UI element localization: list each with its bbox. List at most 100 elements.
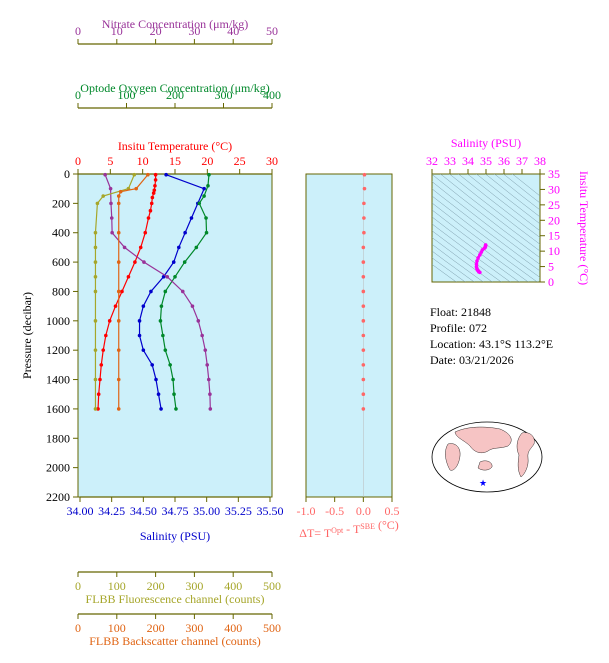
ts-salinity-tick-label: 33: [444, 154, 456, 168]
backscatter-data-point: [116, 201, 121, 206]
oxygen-data-point: [168, 363, 172, 367]
pressure-tick-label: 800: [52, 284, 70, 298]
ts-data-point: [478, 253, 482, 257]
backscatter-tick-label: 200: [147, 621, 165, 635]
oxygen-data-point: [158, 319, 163, 323]
oxygen-data-point: [194, 245, 199, 250]
isopycnal-line: [432, 202, 538, 282]
salinity-data-point: [141, 304, 146, 308]
ts-title: Salinity (PSU): [451, 136, 521, 150]
isopycnal-line: [432, 216, 520, 282]
temperature-data-point: [104, 333, 108, 338]
oxygen-data-point: [197, 201, 202, 206]
isopycnal-line: [493, 174, 540, 211]
salinity-data-point: [154, 377, 158, 382]
temperature-tick-label: 20: [201, 154, 213, 168]
temperature-data-point: [151, 191, 156, 195]
temperature-data-point: [126, 274, 131, 279]
map-land-americas: [516, 432, 535, 478]
temperature-data-point: [138, 245, 143, 250]
temperature-data-point: [143, 230, 148, 235]
isopycnal-line: [457, 174, 540, 238]
profile-date: Date: 03/21/2026: [430, 353, 514, 367]
delta-t-data-point: [362, 172, 367, 177]
ts-data-point: [474, 265, 479, 269]
ts-temperature-tick-label: 30: [548, 182, 560, 196]
salinity-data-point: [164, 172, 168, 177]
nitrate-tick-label: 30: [188, 24, 200, 38]
main-plot-background: [77, 173, 273, 498]
temperature-data-point: [150, 195, 155, 200]
isopycnal-line: [432, 174, 540, 259]
ts-salinity-tick-label: 37: [516, 154, 528, 168]
nitrate-tick-label: 50: [266, 24, 278, 38]
float-location: Location: 43.1°S 113.2°E: [430, 337, 554, 351]
temperature-data-point: [113, 304, 118, 308]
fluorescence-data-point: [93, 377, 98, 382]
salinity-data-point: [150, 363, 154, 367]
delta-t-tick-label: -0.5: [325, 504, 344, 518]
ts-salinity-tick-label: 38: [534, 154, 546, 168]
oxygen-tick-label: 300: [215, 88, 233, 102]
temperature-data-point: [101, 348, 106, 352]
backscatter-tick-label: 300: [185, 621, 203, 635]
temperature-data-point: [152, 188, 157, 192]
backscatter-data-point: [116, 319, 121, 323]
backscatter-data-point: [116, 194, 121, 198]
nitrate-data-point: [109, 201, 113, 206]
oxygen-data-point: [204, 216, 208, 220]
delta-t-superscript: Opt: [331, 526, 344, 535]
oxygen-data-point: [159, 304, 164, 308]
isopycnal-line: [466, 174, 540, 232]
salinity-data-point: [177, 245, 181, 250]
fluorescence-tick-label: 400: [224, 579, 242, 593]
nitrate-data-point: [142, 260, 146, 264]
backscatter-tick-label: 100: [108, 621, 126, 635]
pressure-tick-label: 2200: [46, 490, 70, 504]
ts-data-point: [475, 259, 479, 263]
delta-t-label-part: (°C): [375, 518, 399, 532]
salinity-tick-label: 35.25: [225, 504, 252, 518]
ts-data-point: [474, 262, 479, 266]
delta-t-data-point: [361, 319, 366, 323]
oxygen-data-point: [202, 194, 206, 198]
temperature-data-point: [107, 319, 112, 323]
delta-t-data-point: [361, 333, 366, 338]
nitrate-data-point: [109, 216, 114, 220]
backscatter-tick-label: 500: [263, 621, 281, 635]
pressure-axis-label: Pressure (decibar): [20, 292, 34, 379]
temperature-data-point: [120, 289, 124, 294]
oxygen-tick-label: 0: [75, 88, 81, 102]
delta-t-tick-label: 0.0: [356, 504, 371, 518]
nitrate-data-point: [208, 392, 212, 397]
nitrate-data-point: [165, 274, 170, 279]
temperature-data-point: [96, 392, 101, 397]
salinity-tick-label: 34.75: [162, 504, 189, 518]
ts-salinity-tick-label: 35: [480, 154, 492, 168]
oxygen-data-point: [163, 348, 168, 352]
temperature-tick-label: 0: [75, 154, 81, 168]
delta-t-data-point: [362, 216, 366, 220]
nitrate-tick-label: 40: [227, 24, 239, 38]
nitrate-data-point: [190, 304, 195, 308]
isopycnal-line: [511, 174, 540, 197]
temperature-data-point: [133, 260, 137, 264]
temperature-data-point: [98, 377, 102, 382]
isopycnal-line: [448, 174, 540, 245]
delta-t-plot: -1.0 -0.5 0.0 0.5ΔT= TOpt - TSBE (°C): [297, 172, 400, 540]
delta-t-label-part: ΔT= T: [299, 526, 332, 540]
pressure-tick-label: 600: [52, 255, 70, 269]
nitrate-data-point: [108, 186, 113, 191]
delta-t-label-part: - T: [343, 522, 361, 536]
oxygen-data-point: [204, 230, 209, 235]
delta-t-data-point: [361, 377, 366, 382]
salinity-data-point: [202, 186, 206, 191]
delta-t-data-point: [362, 201, 366, 206]
fluorescence-tick-label: 0: [75, 579, 81, 593]
temperature-data-point: [153, 178, 158, 182]
delta-t-background: [305, 173, 393, 498]
salinity-tick-label: 34.25: [98, 504, 125, 518]
delta-t-data-point: [362, 186, 367, 191]
backscatter-data-point: [146, 172, 150, 177]
